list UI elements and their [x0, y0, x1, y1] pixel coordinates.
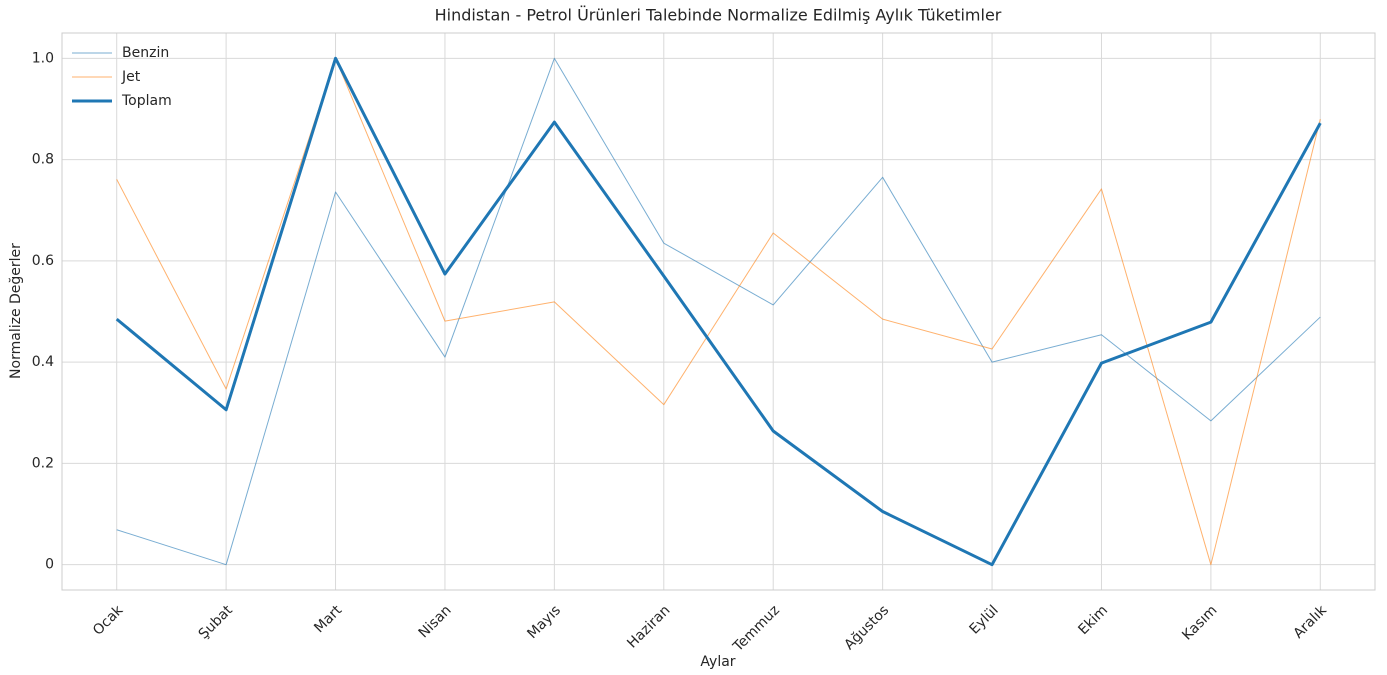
y-tick-label: 0.2 [32, 455, 54, 471]
y-tick-label: 0.8 [32, 152, 54, 168]
y-tick-label: 0.6 [32, 253, 54, 269]
x-tick-label: Mayıs [524, 602, 564, 642]
chart-title: Hindistan - Petrol Ürünleri Talebinde No… [435, 6, 1002, 25]
x-tick-label: Haziran [624, 602, 673, 651]
x-tick-label: Aralık [1290, 602, 1330, 642]
plot-frame [61, 32, 1376, 591]
x-tick-label: Nisan [416, 602, 455, 641]
x-tick-label: Şubat [196, 602, 236, 642]
x-tick-label: Ağustos [841, 602, 892, 653]
legend-label: Benzin [122, 45, 169, 61]
legend-label: Toplam [121, 93, 172, 109]
line [116, 57, 1321, 566]
y-axis-label: Normalize Değerler [8, 243, 24, 379]
line [116, 57, 1321, 566]
x-tick-label: Temmuz [730, 602, 783, 655]
x-tick-label: Ocak [90, 602, 127, 639]
x-axis-label: Aylar [700, 654, 735, 670]
x-tick-label: Ekim [1075, 602, 1111, 638]
y-tick-label: 0.4 [32, 354, 54, 370]
x-tick-label: Eylül [966, 602, 1001, 637]
x-tick-label: Kasım [1179, 602, 1220, 643]
legend-label: Jet [121, 69, 141, 85]
x-tick-label: Mart [311, 602, 345, 636]
y-tick-label: 0 [45, 557, 54, 573]
y-tick-label: 1.0 [32, 50, 54, 66]
line [115, 56, 1322, 567]
